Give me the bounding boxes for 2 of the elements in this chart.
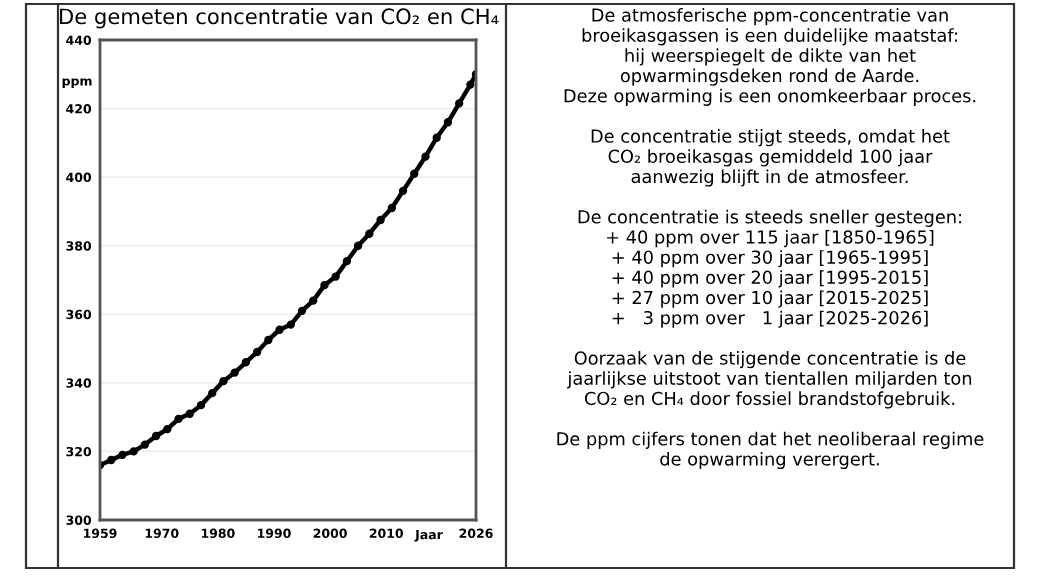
chart-title: De gemeten concentratie van CO₂ en CH₄ [60, 8, 499, 29]
text: De atmosferische ppm-concentratie van broeikasgassen is een duidelijke maatstaf: hij weerspiegelt de dikte van het opwarmingsdeken rond de Aarde. Deze opwarming is een onomkeerbaar proces. De concentratie stijgt steeds, omdat het CO₂ broeikasgas gemiddeld 100 jaar aanwezig blijft in de atmosfeer. De concentratie is steeds sneller gestegen: + 40 ppm over 115 jaar [1850-1965] + 40 ppm over 30 jaar [1965-1995] + 40 ppm over 20 jaar [1995-2015] + 27 ppm over 10 jaar [2015-2025] + 3 ppm over 1 jaar [2025-2026] Oorzaak van de stijgende concentratie is de jaarlijkse uitstoot van tientallen miljarden ton CO₂ en CH₄ door fossiel brandstofgebruik. De ppm cijfers tonen dat het neoliberaal regime de opwarming verergert. [557, 8, 984, 470]
